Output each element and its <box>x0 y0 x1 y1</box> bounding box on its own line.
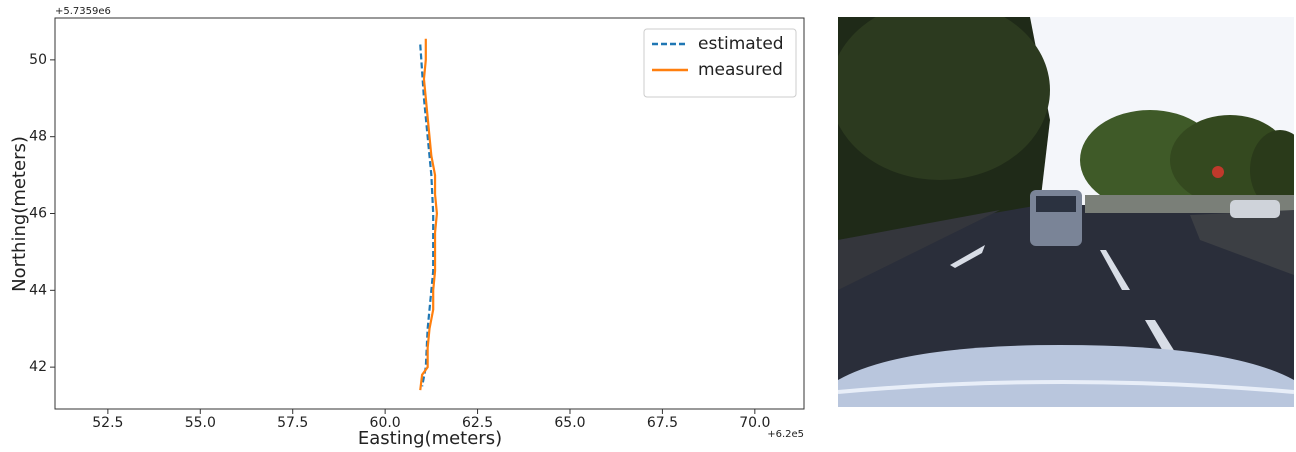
x-tick-label: 55.0 <box>185 415 216 431</box>
x-axis-label: Easting(meters) <box>358 428 502 449</box>
legend-label: estimated <box>698 34 784 54</box>
y-tick-label: 48 <box>29 129 47 145</box>
y-tick-label: 44 <box>29 282 47 298</box>
x-tick-label: 65.0 <box>554 415 585 431</box>
x-tick-label: 62.5 <box>462 415 493 431</box>
legend-label: measured <box>698 60 783 80</box>
x-tick-label: 57.5 <box>277 415 308 431</box>
camera-image <box>838 17 1294 407</box>
y-tick-label: 50 <box>29 52 47 68</box>
x-tick-label: 67.5 <box>647 415 678 431</box>
x-tick-label: 60.0 <box>370 415 401 431</box>
x-tick-label: 70.0 <box>739 415 770 431</box>
x-tick-label: 52.5 <box>92 415 123 431</box>
plot-area <box>419 38 438 391</box>
legend-box <box>643 28 797 98</box>
y-tick-label: 46 <box>29 206 47 222</box>
x-offset-label: +6.2e5 <box>767 429 804 440</box>
y-tick-label: 42 <box>29 359 47 375</box>
series-line <box>419 38 438 391</box>
y-offset-label: +5.7359e6 <box>55 6 111 17</box>
y-axis-label: Northing(meters) <box>9 136 30 292</box>
